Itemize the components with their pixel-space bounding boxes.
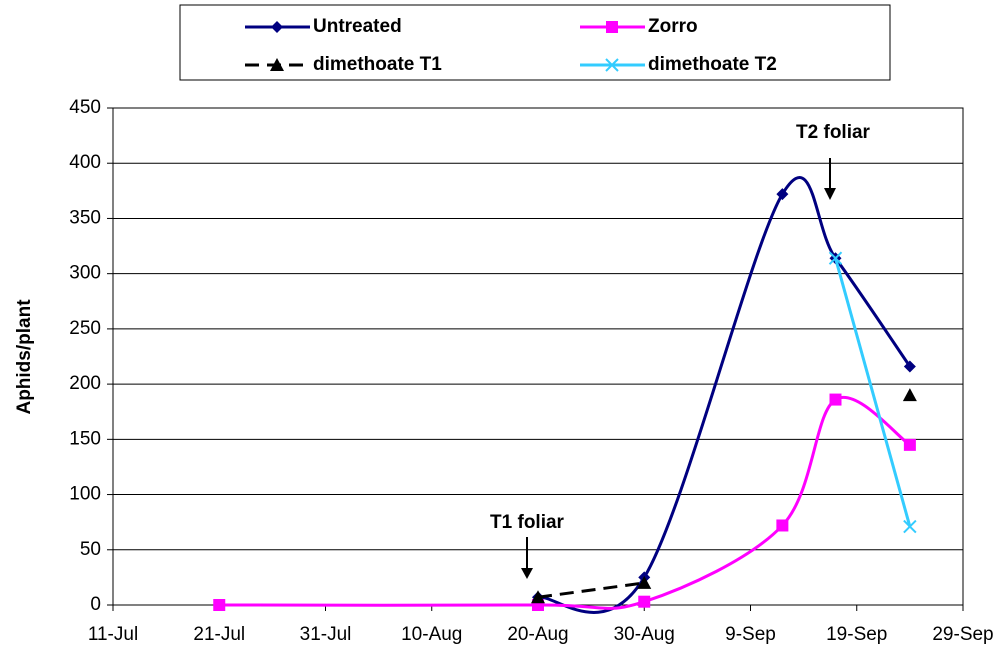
marker <box>776 188 789 201</box>
legend-label: Zorro <box>648 16 698 37</box>
legend-label: Untreated <box>313 16 402 37</box>
series-line <box>537 176 912 614</box>
series-line <box>219 395 911 610</box>
annotation: T1 foliar <box>490 512 565 533</box>
x-tick-label: 30-Aug <box>614 624 675 645</box>
marker <box>829 393 842 406</box>
marker <box>213 599 226 611</box>
marker <box>776 519 789 532</box>
y-tick-label: 50 <box>80 539 101 560</box>
marker <box>270 58 284 71</box>
y-tick-label: 450 <box>69 97 101 118</box>
y-tick-label: 200 <box>69 373 101 394</box>
marker <box>903 360 916 373</box>
legend-label: dimethoate T2 <box>648 54 777 75</box>
y-tick-label: 300 <box>69 263 101 284</box>
y-tick-label: 350 <box>69 207 101 228</box>
marker <box>637 575 652 589</box>
marker <box>271 21 283 33</box>
x-tick-label: 29-Sep <box>932 624 993 645</box>
marker <box>828 251 843 265</box>
y-tick-label: 100 <box>69 484 101 505</box>
marker <box>638 595 651 608</box>
y-tick-label: 250 <box>69 318 101 339</box>
marker <box>606 21 618 33</box>
annotation: T2 foliar <box>796 122 871 143</box>
x-tick-label: 21-Jul <box>193 624 245 645</box>
x-tick-label: 10-Aug <box>401 624 462 645</box>
x-tick-label: 20-Aug <box>507 624 568 645</box>
y-tick-label: 400 <box>69 152 101 173</box>
series-line <box>834 257 912 527</box>
y-tick-label: 150 <box>69 428 101 449</box>
x-tick-label: 9-Sep <box>725 624 776 645</box>
annotation-arrowhead <box>824 188 836 200</box>
y-axis-label: Aphids/plant <box>14 299 35 415</box>
x-tick-label: 19-Sep <box>826 624 887 645</box>
series-line <box>537 581 645 599</box>
marker <box>605 58 619 72</box>
annotation-arrowhead <box>521 568 533 579</box>
marker <box>531 590 545 604</box>
legend-box <box>179 4 891 81</box>
x-tick-label: 11-Jul <box>88 624 138 645</box>
marker <box>902 388 917 402</box>
legend-label: dimethoate T1 <box>313 54 442 75</box>
marker <box>903 438 916 451</box>
y-tick-label: 0 <box>90 594 101 615</box>
x-tick-label: 31-Jul <box>300 624 352 645</box>
marker <box>903 519 917 534</box>
